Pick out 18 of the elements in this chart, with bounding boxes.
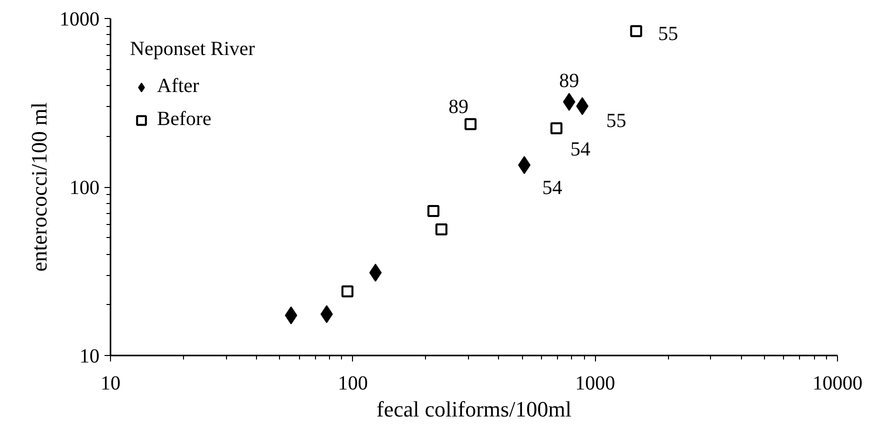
legend-title: Neponset River [130,38,255,61]
y-tick-label: 1000 [60,8,100,30]
y-axis-title: enterococci/100 ml [26,102,52,272]
legend-label: Before [157,108,212,131]
x-tick-label: 1000 [575,372,616,394]
x-tick-label: 10 [100,372,120,394]
annotation: 89 [448,96,469,118]
y-tick-label: 100 [70,177,100,199]
annotation: 55 [658,23,678,46]
annotation: 54 [542,177,562,200]
x-tick-label: 10000 [812,372,862,394]
annotation: 54 [570,138,590,160]
annotation: 89 [559,70,580,92]
x-tick-label: 100 [338,372,368,394]
legend-label: After [157,75,200,98]
y-tick-label: 10 [80,346,100,368]
annotation: 55 [606,110,626,132]
x-axis-title: fecal coliforms/100ml [376,396,572,422]
